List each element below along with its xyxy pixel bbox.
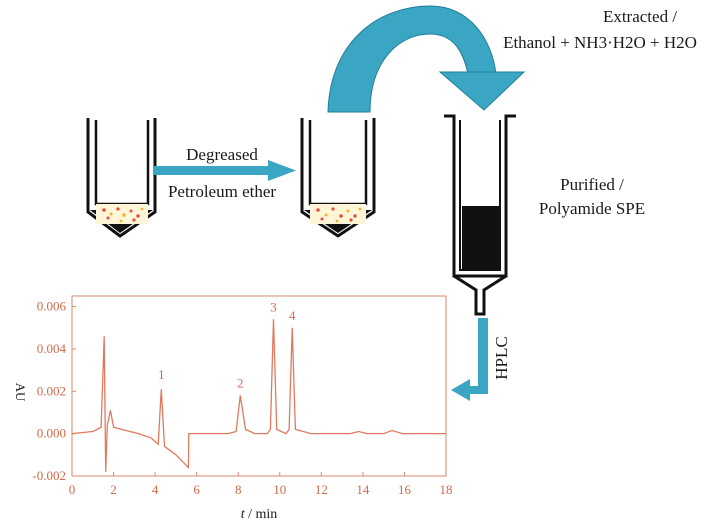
purify-title: Purified /	[560, 175, 624, 194]
extract-solvent: Ethanol + NH3·H2O + H2O	[503, 33, 697, 52]
arrow-extract	[327, 5, 526, 113]
x-tick-label: 12	[315, 482, 328, 497]
extract-solvent-text: Ethanol + NH3·H2O + H2O	[503, 33, 697, 52]
x-tick-label: 8	[235, 482, 242, 497]
hplc-label: HPLC	[492, 336, 511, 379]
x-tick-label: 10	[273, 482, 286, 497]
y-tick-label: 0.006	[37, 299, 67, 314]
sample-particles-2	[316, 207, 362, 223]
x-tick-label: 6	[193, 482, 200, 497]
y-tick-label: 0.002	[37, 383, 66, 398]
arrow-degrease	[154, 160, 296, 181]
x-axis-ticks: 0 2 4 6 8 10 12 14 16 18	[69, 472, 453, 497]
y-tick-label: 0.004	[37, 341, 67, 356]
peak-labels: 1 2 34	[158, 299, 296, 390]
tube-degreased	[300, 118, 376, 238]
plot-frame	[71, 295, 447, 477]
x-tick-label: 18	[440, 482, 453, 497]
x-tick-label: 0	[69, 482, 76, 497]
spe-cartridge	[444, 114, 516, 316]
purify-method: Polyamide SPE	[539, 199, 645, 218]
sample-particles-1	[102, 207, 144, 223]
degrease-solvent: Petroleum ether	[168, 182, 276, 201]
chromatogram-trace	[71, 319, 446, 472]
x-tick-label: 16	[398, 482, 412, 497]
extract-title: Extracted /	[603, 7, 677, 26]
x-tick-label: 4	[152, 482, 159, 497]
x-label-unit: / min	[245, 507, 278, 522]
peak-label: 2	[237, 376, 244, 391]
y-axis-ticks: 0.006 0.004 0.002 0.000 -0.002	[32, 299, 76, 483]
x-axis-label: t / min	[241, 507, 278, 522]
peak-label: 4	[289, 308, 296, 323]
peak-label: 3	[270, 299, 277, 314]
y-axis-label: AU	[13, 383, 28, 402]
y-tick-label: 0.000	[37, 426, 66, 441]
x-tick-label: 14	[356, 482, 370, 497]
y-tick-label: -0.002	[32, 468, 66, 483]
x-tick-label: 2	[110, 482, 117, 497]
x-label-variable: t	[241, 507, 246, 522]
degrease-title: Degreased	[186, 145, 258, 164]
arrow-hplc	[451, 318, 488, 401]
chromatogram-chart: 0 2 4 6 8 10 12 14 16 18 0.0060.0040.0020.000-0.0…	[13, 295, 453, 522]
tube-sample	[86, 118, 157, 238]
peak-label: 1	[158, 367, 165, 382]
